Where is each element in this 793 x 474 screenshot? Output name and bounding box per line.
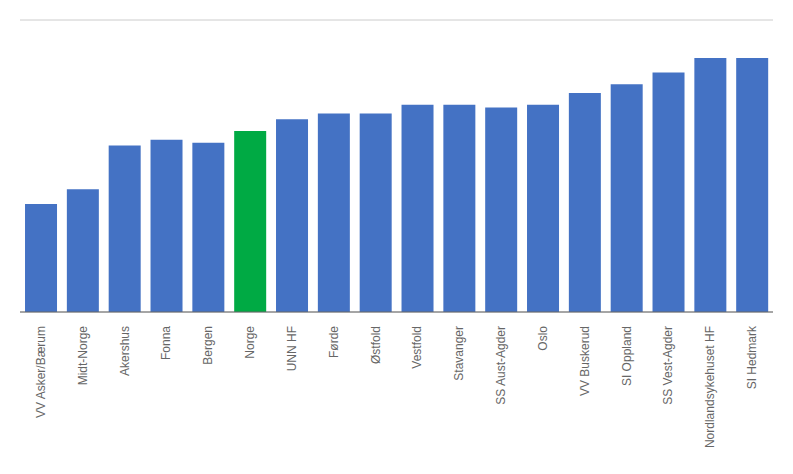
svg-text:SS Aust-Agder: SS Aust-Agder bbox=[494, 326, 508, 405]
svg-text:Akershus: Akershus bbox=[118, 326, 132, 376]
svg-text:VV Buskerud: VV Buskerud bbox=[578, 326, 592, 396]
svg-text:Vestfold: Vestfold bbox=[410, 326, 424, 369]
svg-text:SI Oppland: SI Oppland bbox=[620, 326, 634, 386]
svg-text:VV Asker/Bærum: VV Asker/Bærum bbox=[34, 326, 48, 418]
svg-text:Nordlandsykehuset HF: Nordlandsykehuset HF bbox=[703, 326, 717, 448]
svg-text:Oslo: Oslo bbox=[536, 326, 550, 351]
svg-text:Stavanger: Stavanger bbox=[452, 326, 466, 381]
svg-text:Bergen: Bergen bbox=[201, 326, 215, 365]
svg-text:Førde: Førde bbox=[327, 326, 341, 358]
svg-text:SI Hedmark: SI Hedmark bbox=[745, 325, 759, 389]
svg-text:UNN HF: UNN HF bbox=[285, 326, 299, 371]
svg-text:Østfold: Østfold bbox=[369, 326, 383, 364]
svg-text:Midt-Norge: Midt-Norge bbox=[76, 326, 90, 386]
svg-text:Norge: Norge bbox=[243, 326, 257, 359]
svg-text:SS Vest-Agder: SS Vest-Agder bbox=[661, 326, 675, 405]
svg-text:Fonna: Fonna bbox=[159, 326, 173, 360]
